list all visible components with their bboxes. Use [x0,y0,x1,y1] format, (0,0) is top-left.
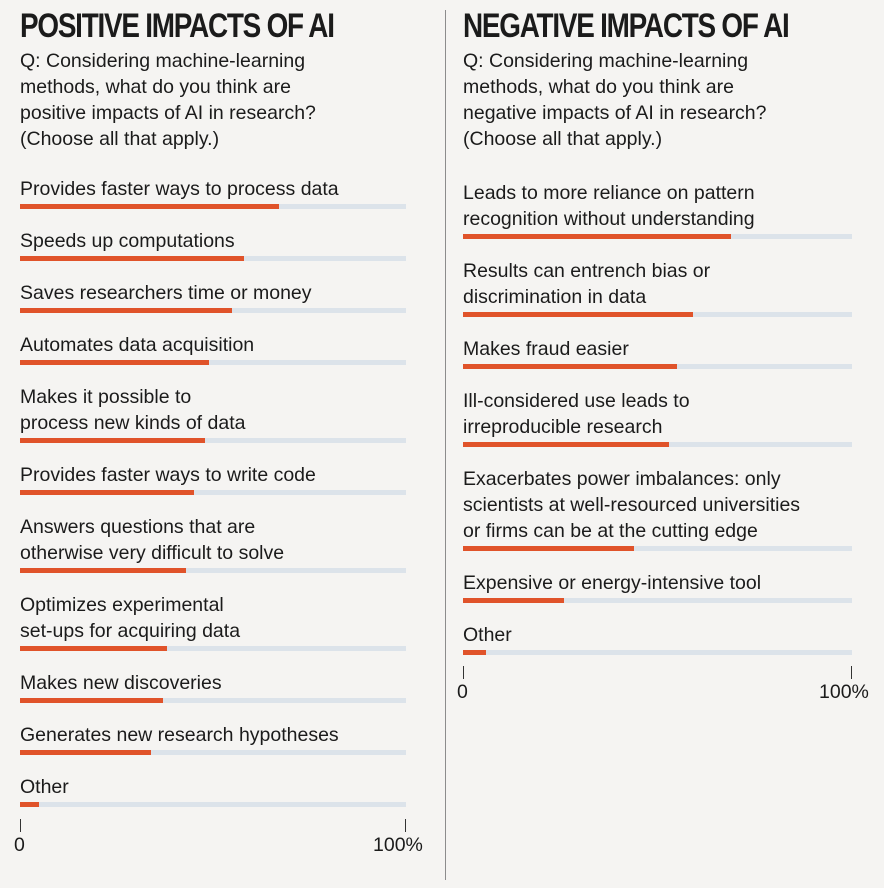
positive-bar-track [20,568,406,573]
positive-bar [20,698,163,703]
positive-bar-label: Other [20,776,69,798]
positive-bar-track [20,646,406,651]
positive-bar-track [20,308,406,313]
negative-axis-tick-0 [463,666,464,679]
positive-bar [20,568,186,573]
negative-bar-track [463,312,852,317]
negative-bar-label: Exacerbates power imbalances: only scien… [463,468,801,542]
negative-bar-track [463,234,852,239]
negative-bar-track [463,650,852,655]
negative-bar [463,312,693,317]
negative-bar [463,364,677,369]
negative-chart-title: NEGATIVE IMPACTS OF AI [463,7,790,45]
positive-bar [20,308,233,313]
positive-bar [20,204,279,209]
positive-bar [20,750,152,755]
negative-axis-label-100: 100% [819,681,869,703]
positive-bar-item: Speeds up computations [20,228,406,261]
negative-bar-label: Leads to more reliance on pattern recogn… [463,182,755,230]
negative-bar-item: Ill-considered use leads to irreproducib… [463,388,852,447]
negative-bar-track [463,546,852,551]
positive-bar-track [20,360,406,365]
positive-bar-track [20,256,406,261]
positive-bar-item: Makes it possible to process new kinds o… [20,384,406,443]
positive-bar-track [20,802,406,807]
negative-bar-item: Leads to more reliance on pattern recogn… [463,180,852,239]
negative-bar-label: Expensive or energy-intensive tool [463,572,762,594]
positive-bar-label: Makes new discoveries [20,672,222,694]
negative-bar-track [463,442,852,447]
positive-bar-label: Automates data acquisition [20,334,255,356]
positive-bar-track [20,698,406,703]
negative-bar-item: Results can entrench bias or discriminat… [463,258,852,317]
positive-bar-track [20,438,406,443]
positive-bar [20,646,167,651]
negative-bar-track [463,598,852,603]
positive-bar-item: Makes new discoveries [20,670,406,703]
positive-axis-tick-100 [405,819,406,832]
positive-bar-item: Automates data acquisition [20,332,406,365]
positive-bar-track [20,490,406,495]
panel-divider [445,10,446,880]
negative-bar [463,546,635,551]
positive-bar-label: Provides faster ways to process data [20,178,339,200]
negative-bar-track [463,364,852,369]
positive-bar [20,360,210,365]
positive-bar-label: Answers questions that are otherwise ver… [20,516,285,564]
positive-axis-tick-0 [20,819,21,832]
positive-bar [20,438,206,443]
positive-bar-label: Saves researchers time or money [20,282,312,304]
positive-bar [20,802,40,807]
negative-bar-item: Makes fraud easier [463,336,852,369]
negative-bar [463,442,670,447]
positive-bar-item: Answers questions that are otherwise ver… [20,514,406,573]
negative-bar-label: Makes fraud easier [463,338,629,360]
positive-bar-track [20,750,406,755]
negative-bar [463,234,732,239]
positive-bar-item: Provides faster ways to write code [20,462,406,495]
negative-bar-item: Exacerbates power imbalances: only scien… [463,466,852,551]
positive-bar-item: Optimizes experimental set-ups for acqui… [20,592,406,651]
positive-question: Q: Considering machine-learning methods,… [20,50,316,150]
negative-bar-item: Other [463,622,852,655]
positive-bar-label: Optimizes experimental set-ups for acqui… [20,594,241,642]
negative-question: Q: Considering machine-learning methods,… [463,50,767,150]
negative-axis-label-0: 0 [457,681,468,703]
negative-bar-label: Results can entrench bias or discriminat… [463,260,711,308]
positive-bar [20,256,244,261]
positive-bar-label: Generates new research hypotheses [20,724,339,746]
positive-bar-item: Provides faster ways to process data [20,176,406,209]
negative-bar-label: Other [463,624,512,646]
negative-bar [463,598,565,603]
positive-bar-item: Saves researchers time or money [20,280,406,313]
positive-bar-label: Speeds up computations [20,230,235,252]
negative-bar [463,650,487,655]
negative-bar-item: Expensive or energy-intensive tool [463,570,852,603]
positive-bar-item: Other [20,774,406,807]
positive-bar-label: Provides faster ways to write code [20,464,316,486]
positive-axis-label-0: 0 [14,834,25,856]
positive-bar [20,490,194,495]
positive-bar-item: Generates new research hypotheses [20,722,406,755]
positive-chart-title: POSITIVE IMPACTS OF AI [20,7,335,45]
negative-axis-tick-100 [851,666,852,679]
positive-axis-label-100: 100% [373,834,423,856]
positive-bar-label: Makes it possible to process new kinds o… [20,386,246,434]
positive-bar-track [20,204,406,209]
negative-bar-label: Ill-considered use leads to irreproducib… [463,390,690,438]
